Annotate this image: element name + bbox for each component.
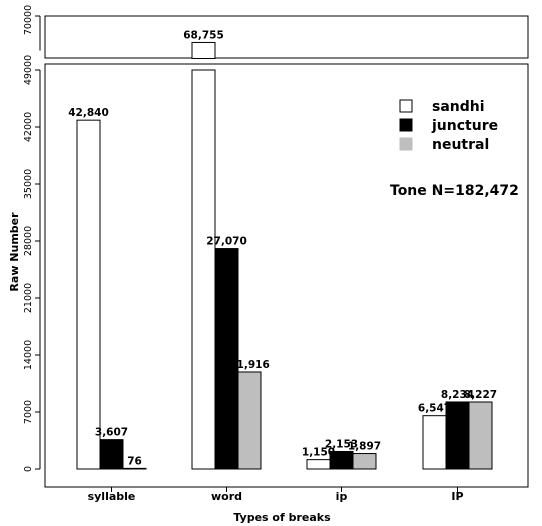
y-tick-label: 28000 (23, 226, 34, 256)
bar-value-labels: 42,840 68,755 1,150 6,547 3,607 27,070 2,153 8,… (68, 29, 497, 467)
bar-neutral-syllable (122, 467, 147, 470)
bar-value-label: 11,916 (229, 359, 270, 371)
legend-swatch-neutral (399, 137, 413, 151)
bar-sandhi-ip (306, 459, 331, 470)
y-tick-label: 35000 (23, 169, 34, 199)
x-axis: syllable word ip IP (88, 486, 464, 503)
bar-value-label: 1,897 (348, 441, 381, 453)
bar-value-label: 3,607 (95, 427, 128, 439)
bar-sandhi-word-upper (191, 41, 216, 59)
bar-sandhi-word (191, 69, 216, 470)
x-tick-label: syllable (88, 490, 136, 503)
bar-neutral-ip (352, 453, 377, 470)
y-tick-label: 21000 (23, 283, 34, 313)
bar-neutral-IP (468, 401, 493, 470)
sample-size-annotation: Tone N=182,472 (390, 183, 519, 199)
bar-value-label: 68,755 (183, 29, 224, 41)
y-tick-label: 49000 (23, 55, 34, 85)
bar-value-label: 76 (127, 455, 142, 467)
bar-value-label: 42,840 (68, 107, 109, 119)
bar-value-label: 8,227 (464, 389, 497, 401)
bar-juncture-syllable (99, 439, 124, 470)
bar-sandhi-IP (422, 415, 447, 470)
x-tick-label: IP (451, 490, 463, 503)
y-tick-label: 42000 (23, 112, 34, 142)
legend-label-neutral: neutral (432, 137, 489, 153)
y-axes: 0 7000 14000 21000 28000 35000 42000 49000 70000 (23, 5, 41, 472)
x-tick-label: ip (336, 490, 348, 503)
y-tick-label: 14000 (23, 340, 34, 370)
bar-value-label: 1,150 (302, 447, 335, 459)
bar-value-label: 8,234 (441, 389, 474, 401)
y-tick-label: 7000 (23, 400, 34, 424)
y-tick-label: 70000 (23, 5, 34, 35)
bar-value-label: 6,547 (418, 403, 451, 415)
y-tick-label: 0 (23, 466, 34, 472)
y-axis-title: Raw Number (8, 212, 21, 292)
legend-label-juncture: juncture (431, 118, 498, 134)
bar-value-label: 27,070 (206, 236, 247, 248)
legend: sandhi juncture neutral (399, 99, 498, 153)
bar-value-label: 2,153 (325, 438, 358, 450)
x-axis-title: Types of breaks (233, 511, 331, 524)
x-tick-label: word (211, 490, 242, 503)
legend-label-sandhi: sandhi (432, 99, 485, 115)
bar-juncture-word (214, 248, 239, 470)
bar-sandhi-syllable (76, 119, 101, 470)
upper-panel (44, 15, 529, 59)
legend-swatch-sandhi (399, 99, 413, 113)
bar-neutral-word (237, 371, 262, 470)
bars (76, 41, 493, 470)
legend-swatch-juncture (399, 118, 413, 132)
